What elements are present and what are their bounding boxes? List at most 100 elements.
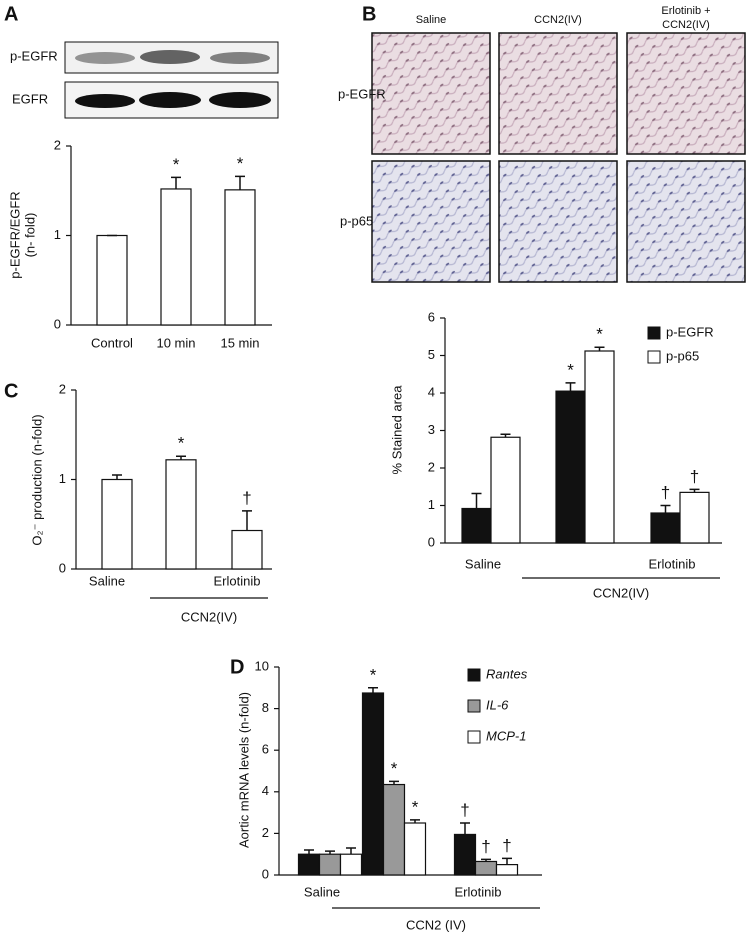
significance-marker: †: [690, 467, 699, 486]
significance-marker: †: [481, 837, 490, 856]
error-bar: [460, 822, 470, 835]
panel-label: B: [362, 3, 376, 25]
bar: [165, 459, 197, 570]
x-tick-label: Erlotinib: [455, 884, 502, 899]
y-tick-label: 6: [428, 309, 435, 324]
x-tick-label: Erlotinib: [214, 573, 261, 588]
group-label: CCN2(IV): [593, 585, 649, 600]
x-tick-label: Erlotinib: [649, 556, 696, 571]
x-tick-label: Saline: [304, 884, 340, 899]
y-axis-label: (n- fold): [22, 213, 37, 258]
y-axis-label: O₂⁻ production (n-fold): [29, 414, 44, 545]
bar: [474, 860, 498, 876]
significance-marker: †: [460, 800, 469, 819]
y-tick-label: 1: [428, 497, 435, 512]
y-tick-label: 2: [59, 381, 66, 396]
column-label: Saline: [416, 14, 447, 26]
error-bar: [565, 382, 576, 392]
significance-marker: †: [242, 488, 251, 507]
y-tick-label: 1: [59, 471, 66, 486]
bar: [461, 507, 492, 544]
bar: [584, 350, 615, 544]
group-label: CCN2(IV): [181, 609, 237, 624]
significance-marker: *: [173, 155, 180, 174]
significance-marker: *: [370, 665, 377, 684]
bar: [382, 783, 406, 876]
blot-label: p-EGFR: [10, 48, 58, 63]
x-tick-label: Control: [91, 335, 133, 350]
error-bar: [235, 175, 245, 190]
y-tick-label: 1: [54, 227, 61, 242]
bar: [403, 822, 427, 876]
x-tick-label: Saline: [89, 573, 125, 588]
column-label: Erlotinib +: [661, 5, 710, 17]
significance-marker: *: [567, 360, 574, 379]
x-tick-label: Saline: [465, 556, 501, 571]
error-bar: [594, 346, 605, 351]
y-tick-label: 2: [54, 137, 61, 152]
micrographs: [371, 32, 746, 283]
bar: [224, 189, 256, 326]
bar: [490, 436, 521, 544]
significance-marker: *: [412, 797, 419, 816]
y-tick-label: 0: [54, 316, 61, 331]
legend-swatch: [467, 699, 481, 713]
y-tick-label: 0: [59, 560, 66, 575]
y-axis-label: % Stained area: [389, 385, 404, 475]
y-tick-label: 4: [262, 783, 269, 798]
bar: [318, 853, 342, 876]
y-tick-label: 8: [262, 700, 269, 715]
bar: [231, 529, 263, 570]
legend-swatch: [467, 668, 481, 682]
blot: [64, 41, 279, 119]
significance-marker: *: [596, 325, 603, 344]
column-label: CCN2(IV): [534, 14, 582, 26]
error-bar: [389, 780, 399, 785]
y-tick-label: 0: [262, 866, 269, 881]
error-bar: [112, 474, 122, 480]
bar: [96, 234, 128, 326]
bar: [555, 390, 586, 544]
bar: [297, 853, 321, 876]
error-bar: [176, 455, 186, 460]
error-bar: [171, 176, 181, 189]
error-bar: [325, 850, 335, 855]
y-tick-label: 2: [262, 825, 269, 840]
row-label: p-EGFR: [338, 86, 386, 101]
legend-label: p-p65: [666, 348, 699, 363]
legend-swatch: [647, 326, 661, 340]
error-bar: [410, 819, 420, 823]
significance-marker: †: [502, 836, 511, 855]
y-tick-label: 4: [428, 384, 435, 399]
y-tick-label: 6: [262, 742, 269, 757]
x-tick-label: 15 min: [220, 335, 259, 350]
bar: [361, 692, 385, 876]
legend-label: p-EGFR: [666, 324, 714, 339]
bar: [339, 853, 363, 876]
panel-label: A: [4, 3, 18, 25]
error-bar: [368, 687, 378, 693]
legend-label: IL-6: [486, 697, 509, 712]
bar: [495, 863, 519, 876]
column-label: CCN2(IV): [662, 19, 710, 31]
significance-marker: *: [391, 759, 398, 778]
error-bar: [242, 510, 252, 531]
y-axis-label: p-EGFR/EGFR: [7, 191, 22, 278]
y-tick-label: 0: [428, 534, 435, 549]
error-bar: [502, 857, 512, 865]
error-bar: [660, 504, 671, 513]
blot-label: EGFR: [12, 91, 48, 106]
significance-marker: †: [661, 483, 670, 502]
x-tick-label: 10 min: [156, 335, 195, 350]
legend-swatch: [467, 730, 481, 744]
bar: [101, 478, 133, 570]
significance-marker: *: [237, 154, 244, 173]
panel-label: D: [230, 656, 244, 678]
bar: [160, 188, 192, 326]
error-bar: [481, 858, 491, 862]
legend-swatch: [647, 350, 661, 364]
error-bar: [471, 492, 482, 509]
legend-label: Rantes: [486, 666, 528, 681]
y-axis-label: Aortic mRNA levels (n-fold): [236, 692, 251, 848]
